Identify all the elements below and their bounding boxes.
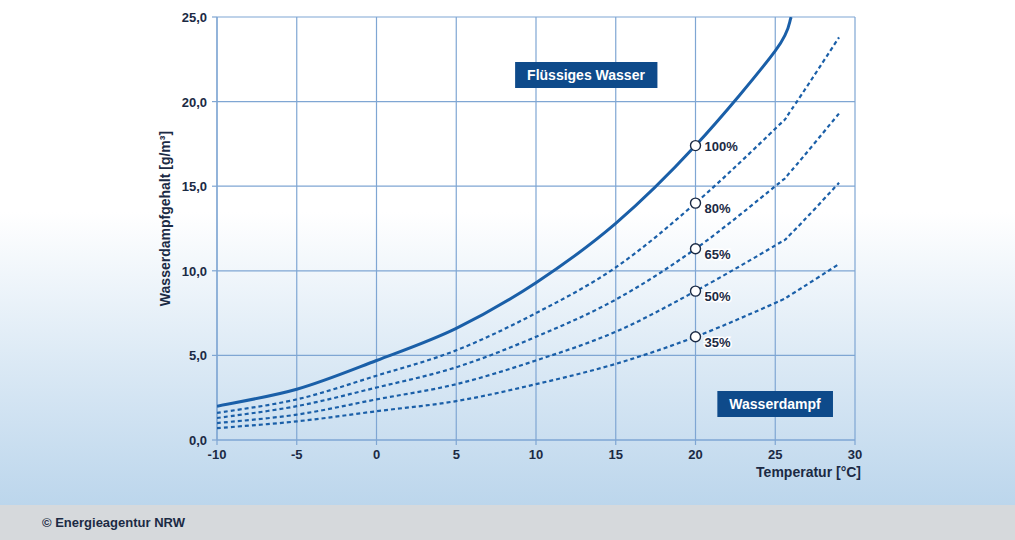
grid-line-x	[216, 17, 217, 440]
tick-label-x: 20	[688, 447, 702, 462]
point-marker	[691, 286, 701, 296]
tick-y	[212, 101, 217, 102]
annotation-label: 65%	[705, 247, 731, 262]
tick-label-y: 5,0	[189, 348, 207, 363]
background	[0, 0, 1015, 505]
tick-label-x: -5	[291, 447, 303, 462]
tick-x	[854, 440, 855, 445]
region-label: Wasserdampf	[717, 391, 833, 417]
grid-line-x	[854, 17, 855, 440]
tick-y	[212, 16, 217, 17]
axis-title-x: Temperatur [°C]	[756, 464, 861, 480]
tick-x	[296, 440, 297, 445]
grid-line-x	[456, 17, 457, 440]
point-marker	[691, 141, 701, 151]
grid-line-x	[296, 17, 297, 440]
region-label-text: Flüssiges Wasser	[527, 67, 645, 83]
region-label: Flüssiges Wasser	[515, 62, 657, 88]
chart: 0,0 5,0 10,0 15,0 20,0 25,0 -10 -5 0 5 10 15 20 25 30 1…	[0, 0, 1015, 540]
tick-label-x: -10	[208, 447, 227, 462]
series-line	[217, 17, 791, 406]
tick-label-x: 30	[848, 447, 862, 462]
series-line	[217, 264, 839, 428]
tick-x	[376, 440, 377, 445]
point-marker	[691, 244, 701, 254]
point-marker	[691, 198, 701, 208]
tick-x	[615, 440, 616, 445]
tick-label-y: 15,0	[182, 179, 207, 194]
tick-label-x: 25	[768, 447, 782, 462]
tick-label-x: 5	[453, 447, 460, 462]
tick-y	[212, 186, 217, 187]
axis-y	[216, 17, 217, 440]
series-group	[217, 17, 839, 428]
tick-x	[456, 440, 457, 445]
tick-label-y: 0,0	[189, 433, 207, 448]
tick-x	[775, 440, 776, 445]
tick-x	[695, 440, 696, 445]
tick-y	[212, 270, 217, 271]
tick-label-y: 20,0	[182, 95, 207, 110]
tick-x	[535, 440, 536, 445]
series-line	[217, 113, 839, 418]
point-marker	[691, 332, 701, 342]
tick-y	[212, 355, 217, 356]
tick-y	[212, 439, 217, 440]
grid-line-y	[217, 439, 855, 440]
annotation-label: 80%	[705, 201, 731, 216]
region-label-text: Wasserdampf	[729, 396, 821, 412]
annotation-label: 100%	[705, 139, 739, 154]
marker-group	[691, 141, 701, 342]
tick-label-y: 10,0	[182, 264, 207, 279]
grid-line-x	[695, 17, 696, 440]
source: © Energieagentur NRW	[42, 515, 186, 530]
annotation-label: 35%	[705, 335, 731, 350]
grid-line-x	[775, 17, 776, 440]
region-label-box	[717, 391, 833, 417]
series-line	[217, 183, 839, 423]
tick-label-x: 15	[609, 447, 623, 462]
annotation-label: 50%	[705, 289, 731, 304]
axis-title-y: Wasserdampfgehalt [g/m³]	[157, 131, 173, 306]
tick-label-x: 10	[529, 447, 543, 462]
series-line	[217, 37, 839, 413]
tick-x	[216, 440, 217, 445]
tick-label-y: 25,0	[182, 10, 207, 25]
tick-label-x: 0	[373, 447, 380, 462]
footer-band	[0, 505, 1015, 540]
region-label-box	[515, 62, 657, 88]
grid	[212, 17, 855, 445]
axis-x	[217, 439, 855, 440]
